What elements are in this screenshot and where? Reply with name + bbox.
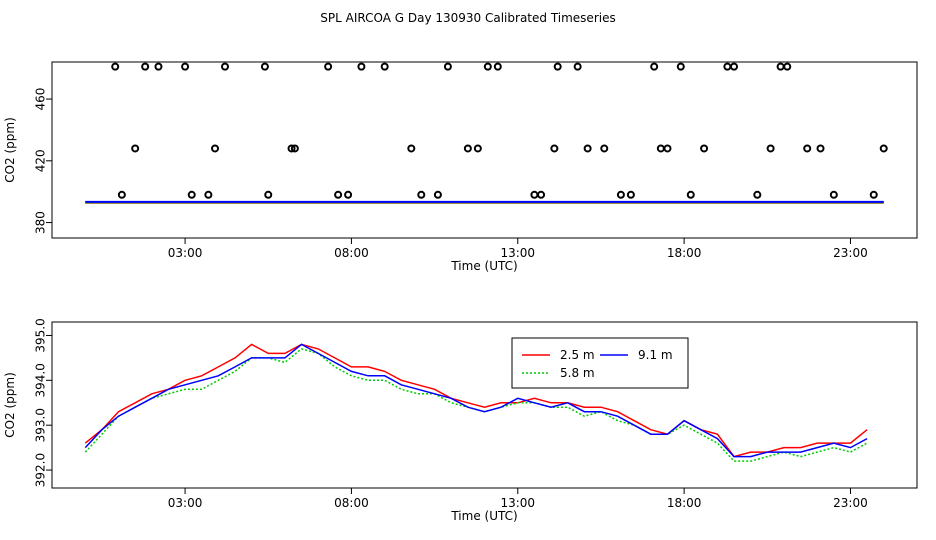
x-tick-label: 23:00 bbox=[833, 496, 868, 510]
data-point bbox=[766, 144, 775, 153]
data-point bbox=[117, 190, 126, 199]
y-tick-label: 393.0 bbox=[34, 408, 48, 442]
data-point bbox=[204, 190, 213, 199]
data-point bbox=[879, 144, 888, 153]
data-point bbox=[154, 62, 163, 71]
data-point bbox=[221, 62, 229, 71]
data-point bbox=[803, 144, 812, 153]
data-point bbox=[616, 190, 625, 199]
data-point bbox=[530, 190, 539, 199]
data-point bbox=[730, 62, 739, 71]
data-point bbox=[776, 62, 785, 71]
data-point bbox=[357, 62, 366, 71]
legend-label: 2.5 m bbox=[560, 348, 595, 362]
bottom-panel: 03:00 08:00 13:00 18:00 23:00 392.0 393.0 394.0… bbox=[3, 318, 918, 523]
data-point bbox=[869, 190, 878, 199]
data-point bbox=[473, 144, 482, 153]
y-tick-label: 380 bbox=[34, 211, 48, 234]
data-point bbox=[583, 144, 592, 153]
series-line-91m bbox=[84, 343, 868, 458]
data-point bbox=[537, 190, 546, 199]
data-point bbox=[829, 190, 838, 199]
x-tick-label: 18:00 bbox=[667, 496, 702, 510]
data-point bbox=[700, 144, 709, 153]
x-tick-label: 03:00 bbox=[168, 246, 203, 260]
y-axis-label: CO2 (ppm) bbox=[3, 117, 17, 183]
y-tick-label: 392.0 bbox=[34, 453, 48, 487]
data-point bbox=[573, 62, 582, 71]
data-point bbox=[111, 62, 120, 71]
data-point bbox=[600, 144, 609, 153]
plot-frame bbox=[51, 321, 918, 489]
data-point bbox=[290, 144, 299, 153]
plot-frame bbox=[51, 61, 918, 239]
y-tick-label: 394.0 bbox=[34, 363, 48, 397]
top-panel: 03:00 08:00 13:00 18:00 23:00 380 420 460 Time (… bbox=[3, 61, 918, 273]
x-axis-label: Time (UTC) bbox=[450, 509, 517, 523]
data-point bbox=[380, 62, 389, 71]
data-point bbox=[260, 62, 269, 71]
data-point bbox=[686, 190, 695, 199]
data-point bbox=[334, 190, 343, 199]
data-point bbox=[553, 62, 562, 71]
data-point bbox=[650, 62, 659, 71]
data-point bbox=[626, 190, 635, 199]
data-point bbox=[344, 190, 353, 199]
y-tick-label: 460 bbox=[34, 88, 48, 111]
figure-title: SPL AIRCOA G Day 130930 Calibrated Times… bbox=[320, 11, 615, 25]
x-axis-label: Time (UTC) bbox=[450, 259, 517, 273]
data-point bbox=[187, 190, 196, 199]
data-point bbox=[550, 144, 559, 153]
x-tick-label: 08:00 bbox=[334, 496, 369, 510]
data-point bbox=[433, 190, 442, 199]
legend: 2.5 m 5.8 m 9.1 m bbox=[511, 337, 689, 389]
x-tick-label: 13:00 bbox=[500, 496, 535, 510]
data-point bbox=[264, 190, 273, 199]
y-tick-label: 395.0 bbox=[34, 318, 48, 352]
data-point bbox=[656, 144, 665, 153]
y-tick-label: 420 bbox=[34, 149, 48, 172]
data-point bbox=[181, 62, 190, 71]
x-tick-label: 18:00 bbox=[667, 246, 702, 260]
data-point bbox=[493, 62, 502, 71]
data-point bbox=[211, 144, 220, 153]
legend-label: 9.1 m bbox=[638, 348, 673, 362]
x-tick-label: 23:00 bbox=[833, 246, 868, 260]
data-point bbox=[483, 62, 492, 71]
data-point bbox=[723, 62, 732, 71]
data-point bbox=[753, 190, 762, 199]
data-point bbox=[443, 62, 452, 71]
x-tick-label: 08:00 bbox=[334, 246, 369, 260]
data-point bbox=[663, 144, 672, 153]
data-point bbox=[141, 62, 150, 71]
data-point bbox=[287, 144, 296, 153]
x-tick-label: 03:00 bbox=[168, 496, 203, 510]
data-point bbox=[676, 62, 685, 71]
legend-label: 5.8 m bbox=[560, 366, 595, 380]
data-point bbox=[324, 62, 333, 71]
x-tick-label: 13:00 bbox=[500, 246, 535, 260]
data-point bbox=[131, 144, 140, 153]
y-axis-label: CO2 (ppm) bbox=[3, 372, 17, 438]
data-point bbox=[407, 144, 416, 153]
series-line-25m bbox=[84, 343, 868, 458]
data-point bbox=[816, 144, 825, 153]
data-point bbox=[463, 144, 472, 153]
data-point bbox=[783, 62, 792, 71]
legend-box bbox=[511, 337, 689, 389]
data-point bbox=[417, 190, 426, 199]
